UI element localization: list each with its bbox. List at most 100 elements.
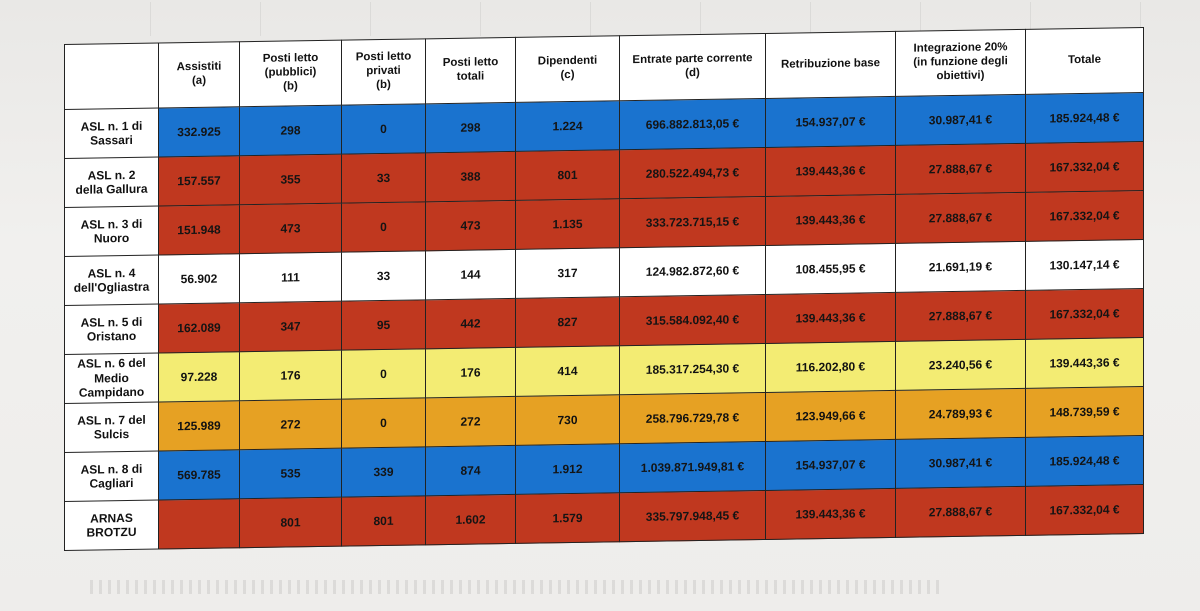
assistiti-cell: 56.902 xyxy=(158,253,240,305)
entrate-cell: 315.584.092,40 € xyxy=(619,294,766,346)
dipendenti-cell: 1.224 xyxy=(515,100,620,152)
dipendenti-cell: 1.912 xyxy=(515,443,620,495)
posti-totali-cell: 1.602 xyxy=(425,494,516,545)
retribuzione-cell: 108.455,95 € xyxy=(765,243,896,295)
posti-pubblici-cell: 473 xyxy=(239,203,342,254)
totale-cell: 167.332,04 € xyxy=(1025,288,1144,340)
posti-pubblici-cell: 801 xyxy=(239,497,342,548)
integrazione-cell: 27.888,67 € xyxy=(895,143,1026,195)
assistiti-header: Assistiti (a) xyxy=(158,41,240,109)
row-label: ASL n. 6 del Medio Campidano xyxy=(64,353,159,404)
posti-pubblici-cell: 272 xyxy=(239,399,342,450)
posti-totali-cell: 272 xyxy=(425,396,516,447)
posti-totali-cell: 874 xyxy=(425,445,516,496)
dipendenti-cell: 801 xyxy=(515,149,620,201)
integrazione-cell: 30.987,41 € xyxy=(895,437,1026,489)
posti-totali-cell: 388 xyxy=(425,151,516,202)
posti-privati-cell: 0 xyxy=(341,397,426,449)
integrazione-cell: 30.987,41 € xyxy=(895,94,1026,146)
totale-cell: 130.147,14 € xyxy=(1025,239,1144,291)
posti-totali-cell: 144 xyxy=(425,249,516,300)
entrate-cell: 185.317.254,30 € xyxy=(619,343,766,395)
row-label: ASL n. 1 di Sassari xyxy=(64,108,159,159)
dipendenti-cell: 1.579 xyxy=(515,492,620,544)
posti-privati-cell: 801 xyxy=(341,495,426,547)
entrate-cell: 258.796.729,78 € xyxy=(619,392,766,444)
totale-header: Totale xyxy=(1025,27,1144,95)
assistiti-cell: 97.228 xyxy=(158,351,240,403)
dipendenti-cell: 827 xyxy=(515,296,620,348)
assistiti-cell: 332.925 xyxy=(158,106,240,158)
totale-cell: 167.332,04 € xyxy=(1025,190,1144,242)
assistiti-cell: 151.948 xyxy=(158,204,240,256)
posti-totali-header: Posti letto totali xyxy=(425,37,516,104)
integrazione-header: Integrazione 20% (in funzione degli obiett… xyxy=(895,29,1026,97)
retribuzione-cell: 154.937,07 € xyxy=(765,439,896,491)
totale-cell: 185.924,48 € xyxy=(1025,92,1144,144)
integrazione-cell: 23.240,56 € xyxy=(895,339,1026,391)
dipendenti-header: Dipendenti (c) xyxy=(515,35,620,103)
posti-pubblici-cell: 298 xyxy=(239,105,342,156)
posti-pubblici-cell: 347 xyxy=(239,301,342,352)
integrazione-cell: 27.888,67 € xyxy=(895,486,1026,538)
row-label: ASL n. 8 di Cagliari xyxy=(64,451,159,502)
entrate-header: Entrate parte corrente (d) xyxy=(619,33,766,101)
retribuzione-cell: 116.202,80 € xyxy=(765,341,896,393)
totale-cell: 139.443,36 € xyxy=(1025,337,1144,389)
totale-cell: 185.924,48 € xyxy=(1025,435,1144,487)
totale-cell: 167.332,04 € xyxy=(1025,484,1144,536)
corner-header xyxy=(64,43,159,110)
row-label: ASL n. 3 di Nuoro xyxy=(64,206,159,257)
integrazione-cell: 24.789,93 € xyxy=(895,388,1026,440)
retribuzione-cell: 139.443,36 € xyxy=(765,194,896,246)
posti-privati-header: Posti letto privati (b) xyxy=(341,38,426,106)
row-label: ARNAS BROTZU xyxy=(64,500,159,551)
retribuzione-cell: 139.443,36 € xyxy=(765,488,896,540)
posti-pubblici-cell: 535 xyxy=(239,448,342,499)
assistiti-cell: 162.089 xyxy=(158,302,240,354)
row-label: ASL n. 7 del Sulcis xyxy=(64,402,159,453)
row-label: ASL n. 2 della Gallura xyxy=(64,157,159,208)
posti-pubblici-header: Posti letto (pubblici) (b) xyxy=(239,40,342,107)
posti-privati-cell: 0 xyxy=(341,103,426,155)
entrate-cell: 333.723.715,15 € xyxy=(619,196,766,248)
posti-pubblici-cell: 111 xyxy=(239,252,342,303)
integrazione-cell: 27.888,67 € xyxy=(895,192,1026,244)
entrate-cell: 335.797.948,45 € xyxy=(619,490,766,542)
posti-totali-cell: 442 xyxy=(425,298,516,349)
posti-pubblici-cell: 176 xyxy=(239,350,342,401)
posti-privati-cell: 33 xyxy=(341,250,426,302)
assistiti-cell xyxy=(158,498,240,550)
posti-totali-cell: 298 xyxy=(425,102,516,153)
totale-cell: 167.332,04 € xyxy=(1025,141,1144,193)
assistiti-cell: 569.785 xyxy=(158,449,240,501)
assistiti-cell: 125.989 xyxy=(158,400,240,452)
posti-totali-cell: 176 xyxy=(425,347,516,398)
totale-cell: 148.739,59 € xyxy=(1025,386,1144,438)
asl-comparison-table: Assistiti (a) Posti letto (pubblici) (b) Post… xyxy=(64,27,1144,551)
posti-privati-cell: 95 xyxy=(341,299,426,351)
posti-pubblici-cell: 355 xyxy=(239,154,342,205)
retribuzione-cell: 123.949,66 € xyxy=(765,390,896,442)
entrate-cell: 1.039.871.949,81 € xyxy=(619,441,766,493)
dipendenti-cell: 730 xyxy=(515,394,620,446)
faded-footer-ghost xyxy=(90,580,940,594)
posti-privati-cell: 339 xyxy=(341,446,426,498)
dipendenti-cell: 1.135 xyxy=(515,198,620,250)
row-label: ASL n. 5 di Oristano xyxy=(64,304,159,355)
posti-privati-cell: 33 xyxy=(341,152,426,204)
integrazione-cell: 27.888,67 € xyxy=(895,290,1026,342)
retribuzione-cell: 154.937,07 € xyxy=(765,96,896,148)
entrate-cell: 124.982.872,60 € xyxy=(619,245,766,297)
posti-privati-cell: 0 xyxy=(341,348,426,400)
posti-totali-cell: 473 xyxy=(425,200,516,251)
integrazione-cell: 21.691,19 € xyxy=(895,241,1026,293)
assistiti-cell: 157.557 xyxy=(158,155,240,207)
table-body: ASL n. 1 di Sassari 332.925 298 0 298 1.224 696… xyxy=(64,92,1144,551)
dipendenti-cell: 414 xyxy=(515,345,620,397)
retribuzione-cell: 139.443,36 € xyxy=(765,145,896,197)
row-label: ASL n. 4 dell'Ogliastra xyxy=(64,255,159,306)
entrate-cell: 280.522.494,73 € xyxy=(619,147,766,199)
retribuzione-cell: 139.443,36 € xyxy=(765,292,896,344)
dipendenti-cell: 317 xyxy=(515,247,620,299)
